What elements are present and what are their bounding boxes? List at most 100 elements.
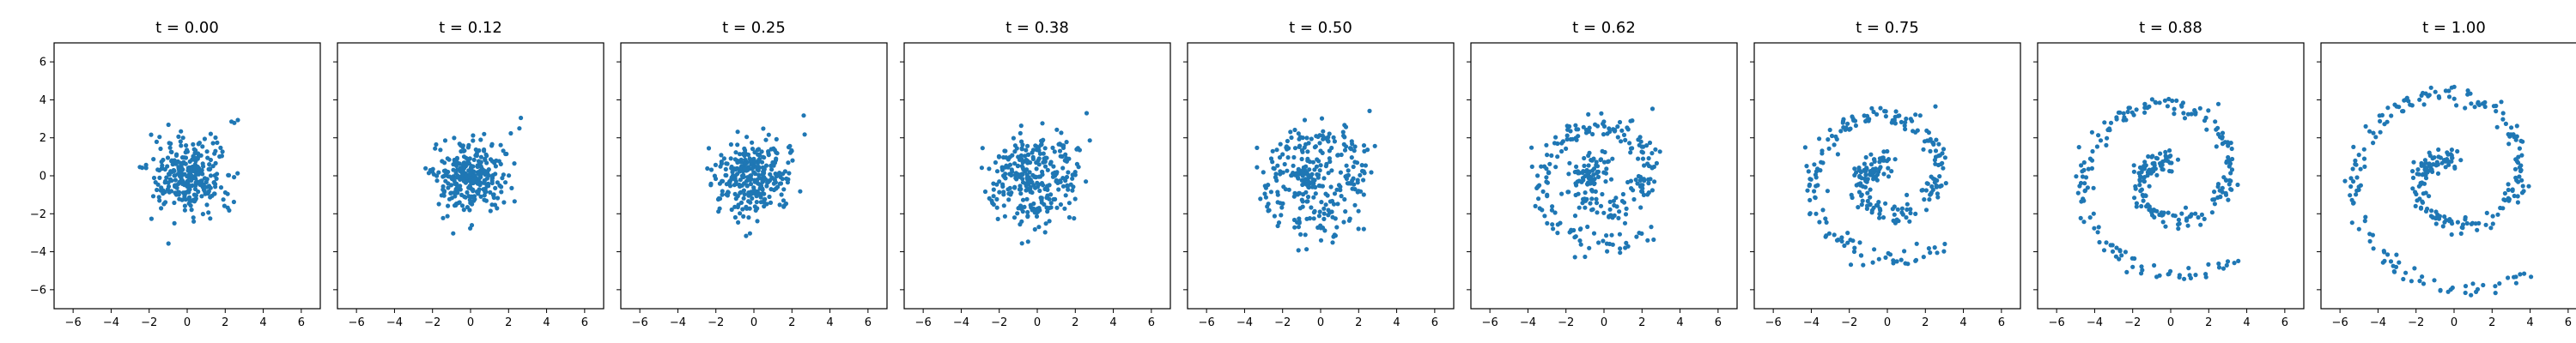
data-point xyxy=(1926,246,1931,251)
data-point xyxy=(2229,167,2235,172)
data-point xyxy=(501,172,507,178)
data-point xyxy=(744,135,750,140)
data-point xyxy=(2361,156,2367,161)
data-point xyxy=(2439,160,2445,165)
data-point xyxy=(182,203,187,208)
data-point xyxy=(1054,127,1060,132)
data-point xyxy=(1309,184,1315,190)
data-point xyxy=(749,162,754,167)
data-point xyxy=(2138,189,2143,194)
data-point xyxy=(1568,136,1573,142)
data-point xyxy=(774,136,779,141)
data-point xyxy=(2514,159,2519,164)
data-point xyxy=(1872,157,1877,162)
data-point xyxy=(1023,153,1028,159)
data-point xyxy=(1063,193,1068,198)
data-point xyxy=(1937,174,1942,179)
data-point xyxy=(2506,182,2511,187)
data-point xyxy=(733,196,738,202)
data-point xyxy=(503,180,508,185)
data-point xyxy=(743,157,748,162)
data-point xyxy=(2426,93,2431,99)
data-point xyxy=(1618,246,1623,251)
data-point xyxy=(2225,259,2231,264)
data-point xyxy=(2512,166,2518,172)
data-point xyxy=(1352,182,1357,187)
data-point xyxy=(2129,110,2135,115)
data-point xyxy=(2087,215,2093,220)
data-point xyxy=(1263,195,1268,200)
panel-title: t = 0.12 xyxy=(439,19,502,37)
data-point xyxy=(1340,129,1346,135)
data-point xyxy=(1338,170,1343,175)
data-point xyxy=(186,196,191,202)
data-point xyxy=(1266,183,1271,188)
data-point xyxy=(1304,247,1309,252)
data-point xyxy=(482,147,487,153)
data-point xyxy=(773,180,779,185)
scatter-panel: t = 0.50−6 −4 −2 0 2 4 6 xyxy=(1183,19,1455,329)
data-point xyxy=(1640,150,1645,155)
data-point xyxy=(1633,178,1638,183)
data-point xyxy=(2081,159,2087,165)
data-point xyxy=(206,210,211,215)
data-point xyxy=(782,169,788,174)
data-point xyxy=(1296,167,1301,172)
data-point xyxy=(1588,201,1593,206)
data-point xyxy=(492,202,498,208)
data-point xyxy=(724,182,729,187)
data-point xyxy=(1341,220,1346,225)
data-point xyxy=(1361,192,1366,197)
data-point xyxy=(1625,179,1631,185)
data-point xyxy=(482,197,487,202)
data-point xyxy=(721,156,727,161)
x-tick-label: 0 xyxy=(1317,316,1324,329)
data-point xyxy=(1878,208,1883,213)
data-point xyxy=(1294,171,1299,176)
data-point xyxy=(2410,186,2415,191)
data-point xyxy=(2122,115,2127,120)
data-point xyxy=(1589,196,1595,202)
data-point xyxy=(1881,149,1886,154)
data-point xyxy=(1576,191,1581,196)
data-point xyxy=(493,164,499,169)
data-point xyxy=(180,135,185,141)
data-point xyxy=(1029,205,1034,210)
data-point xyxy=(1859,202,1864,208)
data-point xyxy=(232,175,237,180)
data-point xyxy=(222,190,228,196)
data-point xyxy=(2356,226,2361,232)
data-point xyxy=(2227,178,2233,183)
data-point xyxy=(1914,241,1919,246)
data-point xyxy=(1820,208,1826,213)
data-point xyxy=(1564,133,1570,138)
data-point xyxy=(2419,163,2424,168)
data-point xyxy=(482,131,487,136)
data-point xyxy=(1327,199,1333,204)
data-point xyxy=(2197,105,2202,111)
data-point xyxy=(789,148,794,153)
data-point xyxy=(1326,171,1331,176)
data-point xyxy=(1572,214,1578,219)
data-point xyxy=(1015,211,1020,216)
data-point xyxy=(1040,172,1045,178)
data-point xyxy=(750,147,756,152)
data-point xyxy=(1908,207,1913,212)
data-point xyxy=(495,206,500,211)
data-point xyxy=(1057,148,1063,153)
data-point xyxy=(457,141,462,147)
data-point xyxy=(1302,179,1307,184)
data-point xyxy=(1631,196,1637,202)
data-point xyxy=(1860,184,1865,189)
data-point xyxy=(1321,216,1327,221)
data-point xyxy=(2512,274,2517,280)
data-point xyxy=(1864,179,1869,184)
data-point xyxy=(2142,175,2147,180)
data-point xyxy=(755,219,760,224)
data-point xyxy=(1326,208,1331,213)
data-point xyxy=(732,214,738,220)
data-point xyxy=(1864,206,1869,211)
data-point xyxy=(753,159,758,165)
data-point xyxy=(1025,159,1030,164)
data-point xyxy=(2132,196,2137,201)
